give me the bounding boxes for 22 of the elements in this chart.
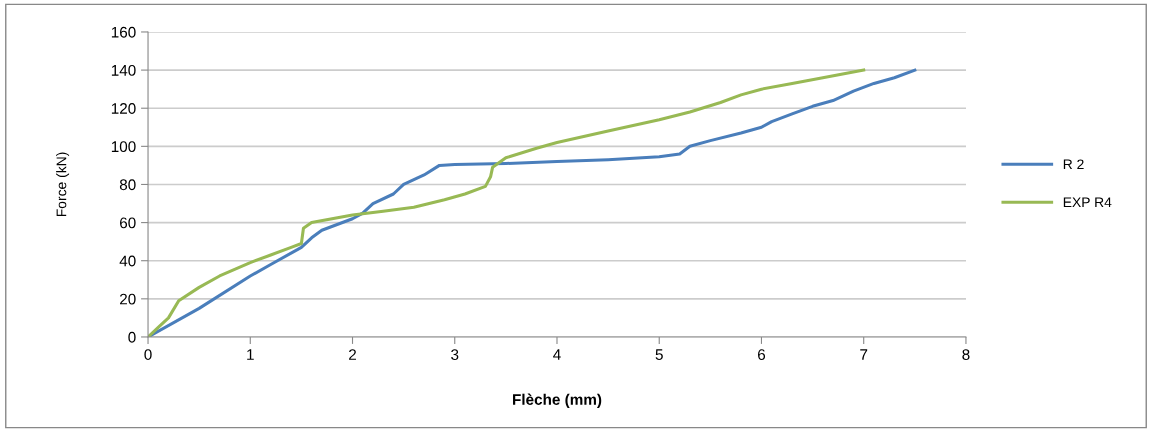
legend-label: EXP R4 [1063,197,1112,208]
y-axis-title: Force (kN) [56,152,70,217]
x-tick-label: 1 [247,349,254,360]
x-tick-label: 0 [144,349,152,360]
y-tick-label: 140 [111,64,136,76]
x-tick-label: 3 [451,349,459,360]
x-tick-label: 7 [860,349,868,360]
y-tick-label: 80 [119,179,136,191]
y-tick-label: 20 [120,293,136,305]
y-tick-label: 120 [111,103,136,114]
x-tick-label: 4 [553,349,561,360]
x-tick-label: 8 [962,349,970,360]
y-tick-label: 160 [111,26,136,38]
y-tick-label: 60 [120,217,136,229]
y-tick-label: 40 [119,255,136,267]
y-tick-label: 100 [111,141,136,153]
y-tick-label: 0 [128,331,136,343]
x-tick-label: 5 [655,349,663,360]
x-axis-title: Flèche (mm) [513,393,602,408]
x-tick-label: 2 [349,349,356,360]
legend-label: R 2 [1063,159,1084,170]
x-tick-label: 6 [758,349,766,360]
